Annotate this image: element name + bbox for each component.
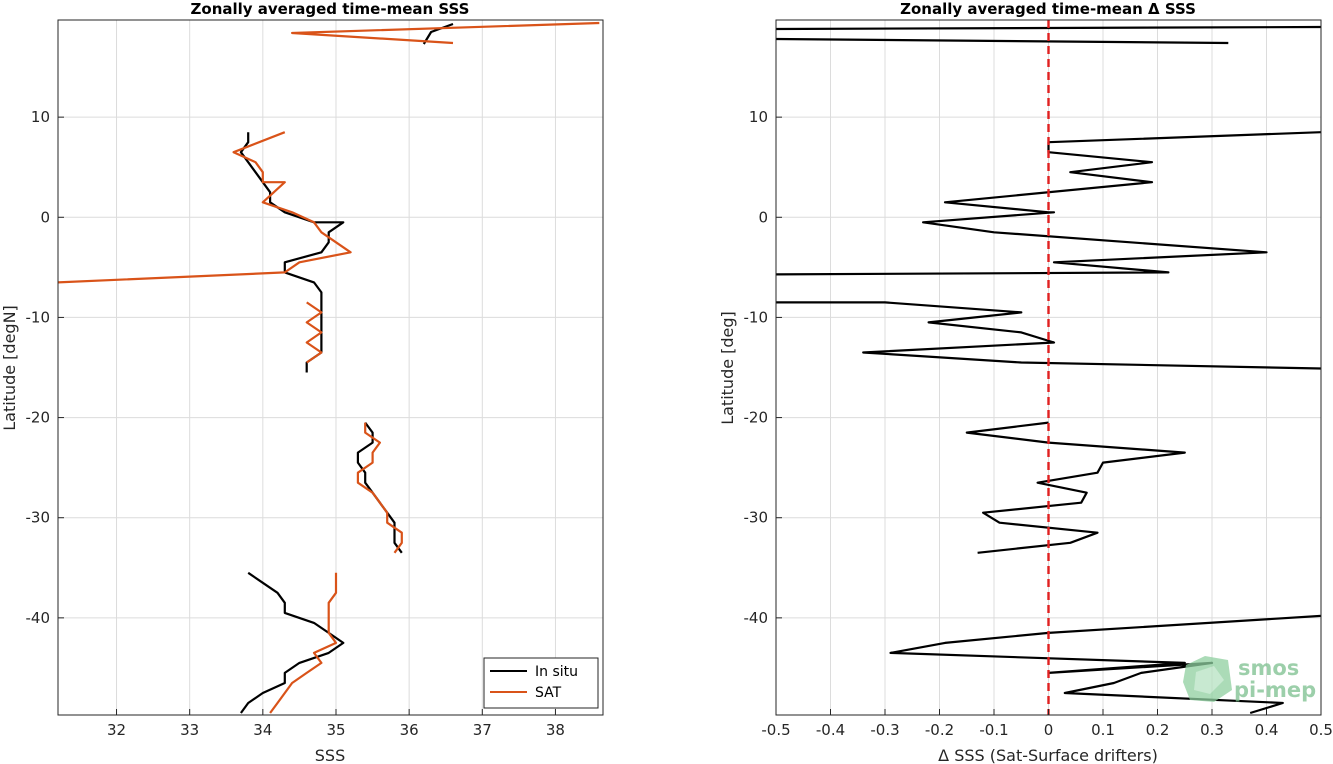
right-xtick-label: -0.3 xyxy=(870,721,899,739)
logo-shape-inner xyxy=(1194,666,1224,694)
left-ytick-label: -20 xyxy=(26,409,51,427)
left-series-0-segment-2 xyxy=(356,421,403,554)
legend: In situ SAT xyxy=(483,657,599,709)
smos-pi-mep-logo: smos pi-mep xyxy=(1183,656,1316,702)
right-ytick-label: -10 xyxy=(744,308,769,326)
right-xtick-label: 0.3 xyxy=(1200,721,1224,739)
left-series-0-segment-1 xyxy=(239,132,345,373)
right-series-0-segment-1 xyxy=(776,37,1229,45)
left-xtick-label: 36 xyxy=(400,721,419,739)
left-series-1-segment-1 xyxy=(58,131,352,284)
logo-text-line1: smos xyxy=(1238,656,1299,680)
left-ytick-label: -10 xyxy=(26,308,51,326)
left-xtick-label: 38 xyxy=(546,721,565,739)
right-title: Zonally averaged time-mean Δ SSS xyxy=(900,0,1196,18)
right-ytick-label: -20 xyxy=(744,409,769,427)
right-series-0-segment-4 xyxy=(965,421,1186,554)
left-xtick-label: 32 xyxy=(107,721,126,739)
right-xtick-label: 0.4 xyxy=(1255,721,1279,739)
left-axes-frame xyxy=(57,19,604,716)
left-xtick-label: 37 xyxy=(473,721,492,739)
right-ytick-label: -40 xyxy=(744,609,769,627)
logo-text-line2: pi-mep xyxy=(1234,678,1316,702)
left-series-1-segment-0 xyxy=(291,21,600,45)
left-ytick-label: 0 xyxy=(40,208,50,226)
right-xlabel: Δ SSS (Sat-Surface drifters) xyxy=(938,746,1158,764)
legend-box xyxy=(483,657,599,709)
right-xtick-label: 0 xyxy=(1044,721,1054,739)
left-xtick-label: 35 xyxy=(326,721,345,739)
right-ytick-label: 10 xyxy=(749,108,768,126)
left-series-1-segment-4 xyxy=(269,572,338,714)
right-xtick-label: -0.4 xyxy=(816,721,845,739)
left-tick-labels: 32 33 34 35 36 37 38 -40 -30 -20 -10 0 10 xyxy=(26,108,565,739)
right-ytick-label: 0 xyxy=(758,208,768,226)
left-ytick-label: 10 xyxy=(31,108,50,126)
left-ytick-label: -40 xyxy=(26,609,51,627)
sss-panel: 32 33 34 35 36 37 38 -40 -30 -20 -10 0 10 Zonally av… xyxy=(0,0,604,764)
left-series-1-segment-2 xyxy=(305,301,323,364)
right-xtick-label: 0.2 xyxy=(1146,721,1170,739)
left-series-1-segment-3 xyxy=(356,422,403,554)
left-grid xyxy=(58,20,603,715)
delta-sss-panel: -0.5 -0.4 -0.3 -0.2 -0.1 0 0.1 0.2 0.3 0.4 0.5 -40 -… xyxy=(718,0,1333,764)
legend-label-sat: SAT xyxy=(535,685,562,701)
left-xtick-label: 33 xyxy=(180,721,199,739)
right-series-0-segment-3 xyxy=(776,301,1321,370)
right-ylabel: Latitude [deg] xyxy=(718,311,737,425)
left-series-0-segment-3 xyxy=(240,571,345,714)
right-series-lines xyxy=(776,20,1321,715)
right-xtick-label: 0.5 xyxy=(1309,721,1333,739)
right-xtick-label: -0.1 xyxy=(979,721,1008,739)
left-xlabel: SSS xyxy=(315,746,345,764)
left-xtick-label: 34 xyxy=(253,721,272,739)
legend-label-insitu: In situ xyxy=(535,664,578,680)
right-xtick-label: -0.5 xyxy=(761,721,790,739)
left-ylabel: Latitude [degN] xyxy=(0,305,19,431)
left-series-0-segment-0 xyxy=(422,22,454,45)
right-xtick-label: 0.1 xyxy=(1091,721,1115,739)
left-series-lines xyxy=(58,21,600,714)
right-ytick-label: -30 xyxy=(744,509,769,527)
left-ytick-label: -30 xyxy=(26,509,51,527)
right-tick-labels: -0.5 -0.4 -0.3 -0.2 -0.1 0 0.1 0.2 0.3 0.4 0.5 -40 -… xyxy=(744,108,1333,739)
right-series-0-segment-2 xyxy=(776,131,1321,276)
left-title: Zonally averaged time-mean SSS xyxy=(191,0,470,18)
right-xtick-label: -0.2 xyxy=(925,721,954,739)
right-series-0-segment-5 xyxy=(889,614,1321,715)
